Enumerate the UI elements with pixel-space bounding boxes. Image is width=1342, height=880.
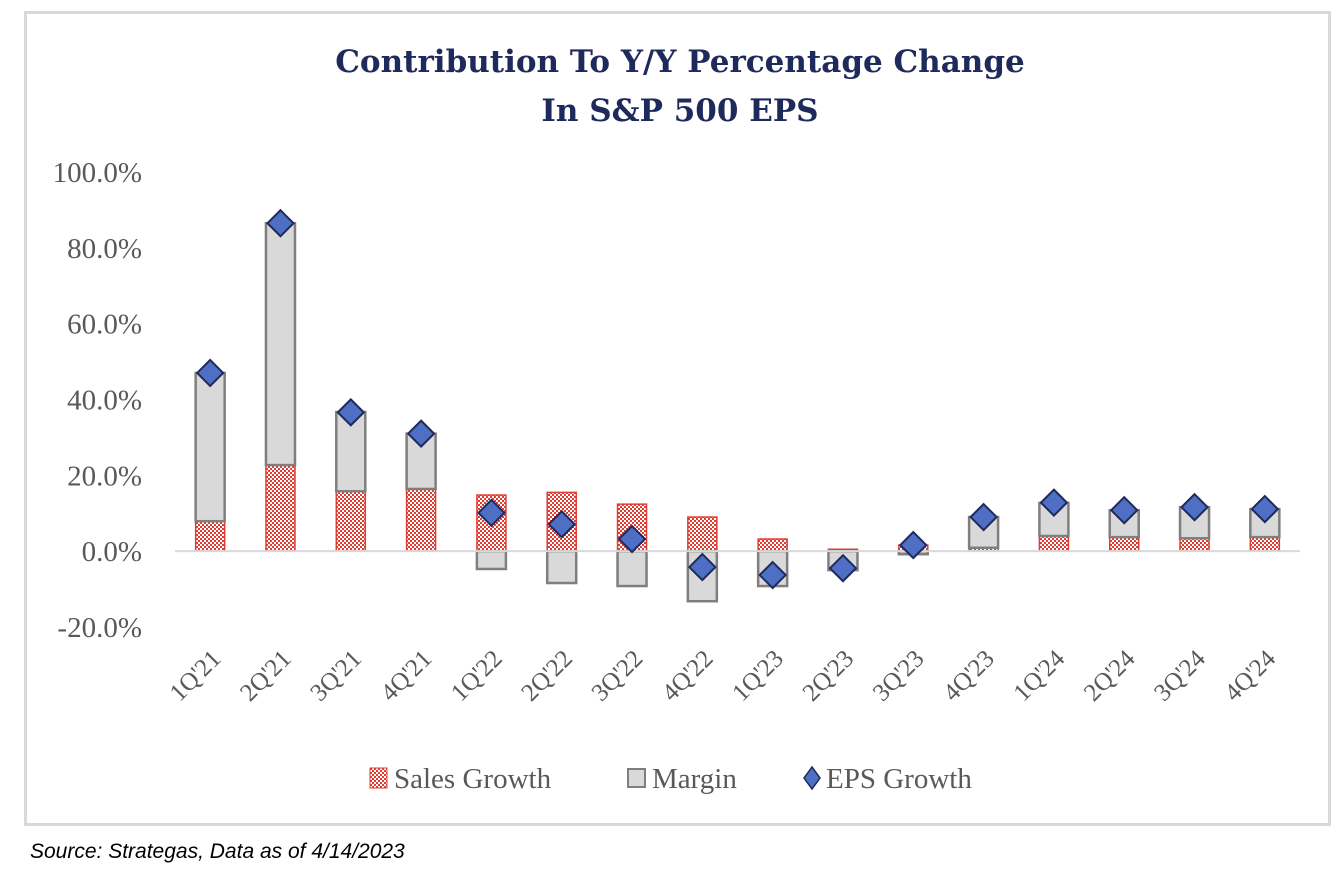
bar-margin	[616, 549, 648, 588]
y-tick-label: 60.0%	[67, 309, 142, 341]
y-tick-label: 20.0%	[67, 460, 142, 492]
eps-growth-marker	[898, 530, 928, 560]
bar-sales-growth	[405, 488, 437, 552]
chart-title-line-2: In S&P 500 EPS	[541, 93, 818, 129]
legend: Sales Growth Margin EPS Growth	[369, 763, 972, 795]
eps-growth-marker	[266, 208, 295, 238]
y-axis: -20.0% 0.0% 20.0% 40.0% 60.0% 80.0% 100.0%	[53, 157, 142, 644]
eps-markers	[195, 208, 1280, 590]
x-tick-label: 4Q'23	[938, 645, 1000, 707]
eps-growth-marker	[758, 560, 788, 590]
eps-growth-marker	[1109, 495, 1139, 525]
x-tick-label: 2Q'21	[235, 645, 297, 707]
eps-growth-marker	[1180, 492, 1209, 522]
bar-sales-growth	[1038, 535, 1070, 552]
bar-sales-growth	[1249, 536, 1281, 552]
eps-growth-marker	[195, 358, 225, 388]
eps-growth-marker	[687, 552, 717, 582]
x-tick-label: 2Q'24	[1079, 645, 1141, 707]
y-tick-label: 80.0%	[67, 233, 142, 265]
legend-label-eps-growth: EPS Growth	[826, 763, 972, 795]
legend-swatch-eps-growth	[803, 765, 821, 791]
x-tick-label: 4Q'24	[1220, 645, 1282, 707]
source-note: Source: Strategas, Data as of 4/14/2023	[30, 840, 405, 863]
eps-growth-marker	[1250, 494, 1280, 524]
x-tick-label: 1Q'22	[446, 645, 508, 707]
bar-margin	[405, 432, 437, 491]
eps-growth-marker	[828, 553, 858, 583]
x-tick-label: 1Q'23	[727, 645, 789, 707]
bar-margin	[264, 221, 297, 467]
eps-growth-marker	[336, 397, 366, 427]
x-tick-label: 3Q'21	[305, 645, 367, 707]
bar-margin	[545, 549, 578, 585]
eps-growth-marker	[476, 498, 506, 528]
x-axis: 1Q'21 2Q'21 3Q'21 4Q'21 1Q'22 2Q'22 3Q'22 4Q'22…	[165, 645, 1282, 707]
legend-swatch-margin	[627, 768, 646, 788]
x-tick-label: 4Q'21	[376, 645, 438, 707]
bar-sales-growth	[265, 464, 296, 552]
x-tick-label: 3Q'22	[587, 645, 649, 707]
y-tick-label: 0.0%	[82, 536, 142, 568]
eps-growth-marker	[406, 419, 436, 449]
bar-sales-growth	[335, 490, 367, 552]
eps-growth-marker	[969, 502, 999, 532]
x-tick-label: 3Q'23	[868, 645, 930, 707]
chart-title-line-1: Contribution To Y/Y Percentage Change	[335, 44, 1025, 80]
x-tick-label: 3Q'24	[1149, 645, 1211, 707]
x-tick-label: 1Q'24	[1009, 645, 1071, 707]
y-tick-label: -20.0%	[57, 612, 142, 644]
y-tick-label: 100.0%	[53, 157, 142, 189]
bar-margin	[475, 549, 508, 571]
y-tick-label: 40.0%	[67, 385, 142, 417]
eps-growth-marker	[617, 524, 647, 554]
x-tick-label: 4Q'22	[657, 645, 719, 707]
eps-growth-marker	[1039, 488, 1069, 518]
x-tick-label: 2Q'23	[798, 645, 860, 707]
x-tick-label: 1Q'21	[165, 645, 227, 707]
legend-label-margin: Margin	[652, 763, 737, 795]
bar-sales-growth	[194, 520, 226, 552]
bar-sales-growth	[757, 538, 788, 552]
bar-sales-growth	[1179, 537, 1210, 552]
bar-margin	[194, 371, 226, 523]
bar-sales-growth	[687, 516, 718, 552]
legend-label-sales-growth: Sales Growth	[394, 763, 552, 795]
x-tick-label: 2Q'22	[516, 645, 578, 707]
bar-sales-growth	[1108, 536, 1140, 552]
chart-frame	[24, 11, 1331, 826]
eps-growth-marker	[547, 509, 577, 539]
legend-swatch-sales-growth	[369, 767, 388, 789]
